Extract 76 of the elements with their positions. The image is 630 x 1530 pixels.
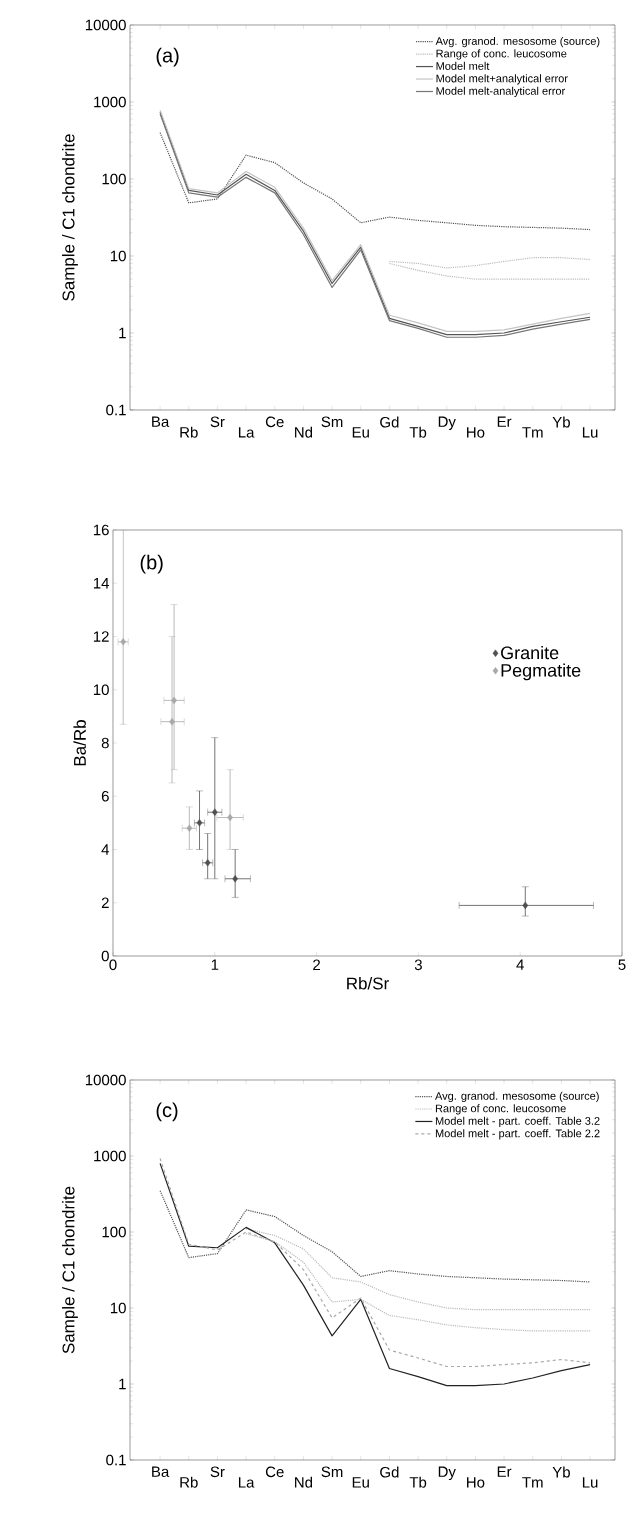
x-tick-label: La	[239, 427, 255, 438]
x-tick-label: Lu	[583, 427, 598, 438]
x-tick-label: 2	[313, 959, 321, 970]
y-tick-label: 10000	[86, 19, 127, 31]
annotation: (b)	[140, 554, 163, 574]
x-tick-label: La	[239, 1477, 255, 1488]
x-tick-label: Tm	[522, 1477, 543, 1488]
legend-label: Model melt - part. coeff. Table 3.2	[436, 1116, 600, 1127]
legend-label: Avg. granod. mesosome (source)	[435, 36, 600, 48]
y-tick-label: 0.1	[106, 1454, 126, 1466]
y-tick-label: 1000	[94, 96, 127, 108]
x-tick-label: Tb	[409, 426, 427, 438]
x-tick-label: Dy	[439, 416, 457, 430]
legend-label: Model melt+analytical error	[436, 74, 569, 85]
y-tick-label: 10	[94, 684, 110, 696]
x-tick-label: Lu	[583, 1477, 598, 1488]
x-tick-label: Sm	[321, 416, 343, 428]
legend-label: Model melt	[436, 61, 490, 70]
x-tick-label: Gd	[380, 416, 399, 428]
x-tick-label: Rb	[180, 426, 198, 438]
x-tick-label: Sm	[321, 1466, 343, 1478]
y-axis-title: Sample / C1 chondrite	[62, 1186, 79, 1354]
x-tick-label: Ce	[266, 416, 284, 428]
x-tick-label: Rb	[180, 1476, 198, 1488]
y-tick-label: 10000	[86, 1074, 127, 1086]
x-tick-label: 4	[516, 959, 525, 970]
legend-label: Granite	[501, 646, 559, 660]
x-tick-label: 1	[212, 959, 219, 970]
y-tick-label: 0.1	[106, 404, 126, 416]
x-axis-title: Rb/Sr	[347, 977, 390, 990]
x-tick-label: Sr	[210, 416, 225, 428]
y-tick-label: 8	[102, 737, 110, 749]
x-tick-label: Sr	[210, 1466, 225, 1478]
y-tick-label: 16	[94, 524, 110, 536]
x-tick-label: Er	[498, 416, 512, 427]
y-tick-label: 10	[111, 1302, 127, 1314]
x-tick-label: Er	[498, 1466, 512, 1477]
x-tick-label: Ho	[467, 1477, 485, 1488]
x-tick-label: 5	[618, 959, 626, 970]
x-tick-label: Tb	[409, 1476, 427, 1488]
y-tick-label: 0	[101, 950, 110, 962]
legend-label: Model melt - part. coeff. Table 2.2	[436, 1129, 600, 1140]
x-tick-label: Nd	[295, 426, 313, 438]
x-tick-label: Ce	[266, 1466, 284, 1478]
x-tick-label: Dy	[439, 1466, 457, 1480]
x-tick-label: Yb	[552, 1466, 571, 1478]
x-tick-label: Yb	[552, 416, 571, 428]
y-axis-title: Ba/Rb	[73, 720, 87, 766]
annotation: (a)	[156, 47, 179, 67]
x-tick-label: Tm	[522, 427, 543, 438]
x-tick-label: Ba	[152, 1466, 170, 1477]
y-tick-label: 100	[102, 1226, 127, 1238]
x-tick-label: Gd	[380, 1466, 399, 1478]
x-tick-label: Eu	[353, 1477, 370, 1488]
x-tick-label: Eu	[353, 427, 370, 438]
y-tick-label: 4	[101, 844, 110, 855]
y-tick-label: 10	[111, 250, 127, 262]
y-tick-label: 12	[94, 631, 109, 642]
legend-label: Range of conc. leucosome	[436, 1104, 567, 1115]
y-tick-label: 14	[94, 578, 110, 589]
y-tick-label: 2	[102, 897, 109, 908]
legend-label: Avg. granod. mesosome (source)	[435, 1091, 600, 1103]
y-tick-label: 6	[102, 790, 110, 802]
y-tick-label: 1	[119, 327, 126, 339]
y-tick-label: 100	[102, 173, 127, 185]
legend-label: Range of conc. leucosome	[436, 49, 567, 60]
x-tick-label: Nd	[295, 1476, 313, 1488]
legend-label: Pegmatite	[501, 663, 581, 681]
legend-label: Model melt-analytical error	[436, 86, 566, 98]
x-tick-label: Ba	[152, 416, 170, 427]
y-tick-label: 1	[119, 1378, 126, 1390]
annotation: (c)	[156, 1102, 178, 1122]
y-axis-title: Sample / C1 chondrite	[62, 134, 79, 301]
x-tick-label: Ho	[467, 427, 485, 438]
y-tick-label: 1000	[94, 1150, 127, 1162]
x-tick-label: 3	[415, 959, 423, 971]
